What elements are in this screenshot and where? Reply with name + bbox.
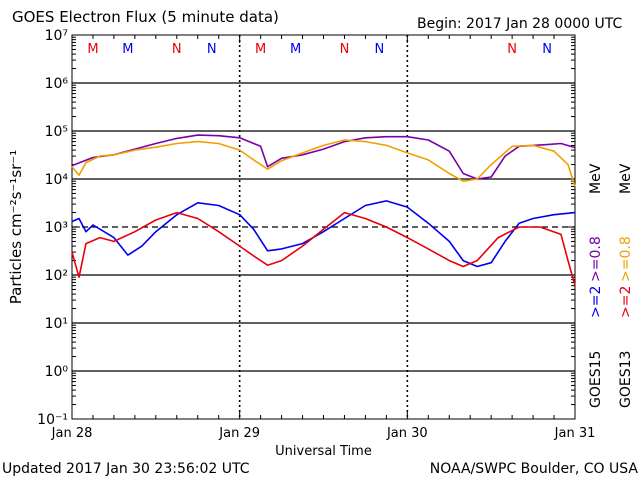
- legend-series-label: >=2: [588, 286, 604, 318]
- x-tick-label: Jan 28: [51, 426, 93, 441]
- legend-series-label: >=0.8: [588, 236, 604, 282]
- y-tick-label: 10⁷: [45, 28, 68, 44]
- y-tick-label: 10⁴: [45, 172, 69, 188]
- series-line: [71, 200, 576, 268]
- event-marker: N: [207, 42, 217, 57]
- y-tick-label: 10⁶: [45, 76, 69, 92]
- event-marker: M: [87, 42, 98, 57]
- legend-unit: MeV: [618, 163, 634, 194]
- event-marker: M: [290, 42, 301, 57]
- y-tick-label: 10⁵: [45, 124, 68, 140]
- legend-series-label: >=0.8: [618, 236, 634, 282]
- y-tick-label: 10¹: [45, 316, 68, 332]
- event-marker: N: [340, 42, 350, 57]
- x-tick-label: Jan 29: [218, 426, 260, 441]
- event-marker: N: [172, 42, 182, 57]
- event-marker: N: [542, 42, 552, 57]
- begin-time: Begin: 2017 Jan 28 0000 UTC: [417, 16, 623, 32]
- updated-time: Updated 2017 Jan 30 23:56:02 UTC: [2, 461, 250, 477]
- y-axis-label: Particles cm⁻²s⁻¹sr⁻¹: [7, 150, 25, 304]
- event-marker: M: [122, 42, 133, 57]
- legend-satellite: GOES15: [588, 351, 604, 408]
- y-tick-label: 10⁻¹: [37, 412, 68, 428]
- series-line: [71, 139, 576, 187]
- legend-satellite: GOES13: [618, 351, 634, 408]
- y-tick-label: 10³: [45, 220, 68, 236]
- event-marker: M: [255, 42, 266, 57]
- series-line: [71, 134, 576, 180]
- x-tick-label: Jan 31: [554, 426, 596, 441]
- data-source: NOAA/SWPC Boulder, CO USA: [429, 461, 638, 477]
- y-tick-label: 10²: [45, 268, 68, 284]
- series-line: [71, 211, 576, 286]
- x-tick-label: Jan 30: [386, 426, 428, 441]
- legend-unit: MeV: [588, 163, 604, 194]
- y-tick-label: 10⁰: [45, 364, 69, 380]
- event-marker: N: [507, 42, 517, 57]
- x-axis-label: Universal Time: [275, 444, 372, 459]
- legend-series-label: >=2: [618, 286, 634, 318]
- event-marker: N: [375, 42, 385, 57]
- chart-title: GOES Electron Flux (5 minute data): [12, 8, 279, 26]
